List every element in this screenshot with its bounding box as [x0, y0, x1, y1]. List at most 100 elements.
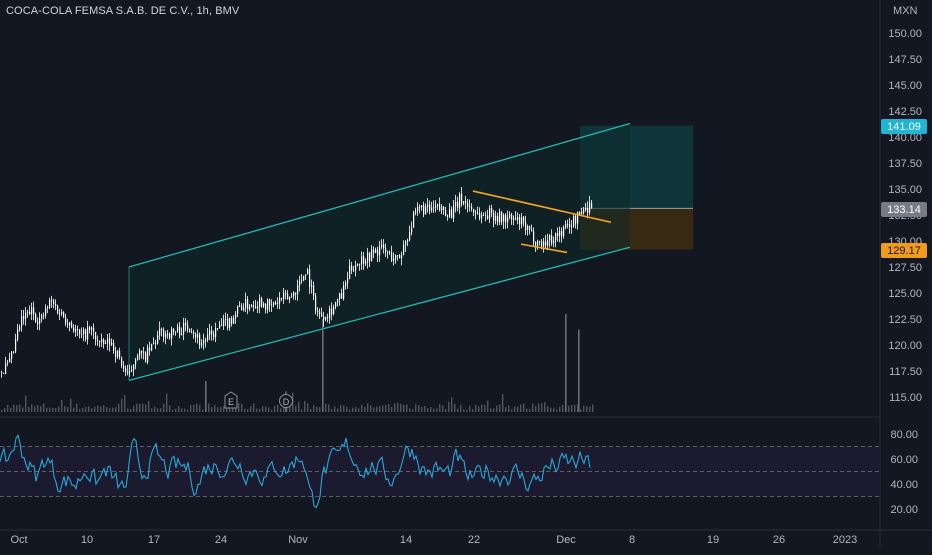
candle-body [223, 319, 225, 326]
candle-body [271, 304, 273, 306]
candle-body [363, 256, 365, 264]
volume-bar [115, 407, 117, 412]
candle-body [467, 202, 469, 207]
candle-body [57, 306, 59, 314]
candle-body [99, 340, 101, 343]
volume-bar [217, 407, 219, 412]
candle-body [355, 265, 357, 271]
volume-bar [34, 406, 36, 412]
volume-bar [97, 405, 99, 412]
rsi-axis[interactable]: 20.00 40.00 60.00 80.00 [890, 429, 918, 516]
channel-lower-line [128, 246, 631, 381]
candle-body [233, 317, 235, 324]
price-tick-label: 117.50 [889, 366, 922, 378]
volume-bar [136, 403, 138, 412]
candle-body [567, 224, 569, 225]
volume-bar [340, 404, 342, 412]
price-axis[interactable]: 115.00117.50120.00122.50125.00127.50130.… [888, 28, 922, 404]
volume-bar [10, 407, 12, 412]
candle-body [293, 292, 295, 296]
volume-bar [49, 407, 51, 412]
volume-bar [88, 406, 90, 412]
volume-bar [589, 406, 591, 412]
volume-bar [349, 409, 351, 412]
candle-body [185, 323, 187, 326]
candle-body [275, 302, 277, 305]
candle-body [145, 352, 147, 363]
time-axis[interactable]: Oct 10 17 24 Nov 14 22 Dec 8 19 26 2023 [10, 534, 857, 546]
candle-body [577, 211, 579, 224]
volume-bar [412, 409, 414, 412]
volume-bar [397, 402, 399, 412]
candle-body [433, 207, 435, 209]
candle-body [501, 211, 503, 222]
volume-bar [421, 406, 423, 412]
candle-body [439, 204, 441, 211]
candle-body [13, 351, 15, 353]
volume-bar [406, 404, 408, 412]
candle-body [51, 299, 53, 302]
volume-bar [196, 403, 198, 412]
wedge-drawing[interactable] [472, 190, 612, 254]
volume-bar [25, 395, 27, 412]
candle-body [87, 327, 89, 340]
candle-body [485, 215, 487, 216]
volume-bar [379, 406, 381, 412]
rsi-tick-label: 40.00 [890, 479, 918, 491]
channel-upper-line [128, 122, 631, 268]
candle-body [139, 350, 141, 356]
volume-bar [7, 404, 9, 412]
price-tick-label: 122.50 [888, 314, 922, 326]
candle-body [361, 256, 363, 264]
volume-bar [304, 400, 306, 412]
candle-body [537, 240, 539, 246]
volume-bar [250, 406, 252, 412]
volume-bar [559, 406, 561, 412]
candle-body [241, 306, 243, 311]
candle-body [409, 232, 411, 241]
volume-bar [388, 404, 390, 412]
candle-body [423, 205, 425, 215]
candle-body [9, 358, 11, 363]
volume-bar [517, 407, 519, 412]
candle-body [197, 334, 199, 338]
candle-body [529, 226, 531, 230]
volume-bar [352, 407, 354, 412]
candle-body [219, 324, 221, 329]
candle-body [519, 217, 521, 225]
volume-bar [541, 403, 543, 412]
candle-body [315, 295, 317, 311]
volume-bar [511, 409, 513, 412]
candle-body [481, 214, 483, 219]
candle-body [575, 216, 577, 224]
chart-title: COCA-COLA FEMSA S.A.B. DE C.V., 1h, BMV [6, 5, 240, 17]
candle-body [349, 265, 351, 279]
candle-body [587, 208, 589, 213]
stop-price-label: 129.17 [881, 243, 927, 258]
candle-body [255, 306, 257, 309]
volume-bar [52, 407, 54, 412]
candle-body [515, 218, 517, 220]
candle-body [539, 240, 541, 242]
candle-body [149, 347, 151, 351]
volume-bar [313, 405, 315, 412]
volume-bar [355, 407, 357, 412]
candle-body [309, 269, 311, 287]
candle-body [451, 209, 453, 219]
volume-bar [172, 409, 174, 412]
volume-bar [391, 406, 393, 412]
candle-body [459, 194, 461, 208]
rsi-tick-label: 80.00 [890, 429, 918, 441]
candle-body [317, 310, 319, 313]
volume-bars [1, 314, 594, 412]
candle-body [471, 206, 473, 210]
candle-body [73, 327, 75, 332]
volume-bar [496, 405, 498, 412]
candle-body [77, 329, 79, 330]
volume-bar [544, 402, 546, 412]
volume-bar [286, 404, 288, 412]
volume-bar [43, 403, 45, 412]
candle-body [249, 307, 251, 310]
